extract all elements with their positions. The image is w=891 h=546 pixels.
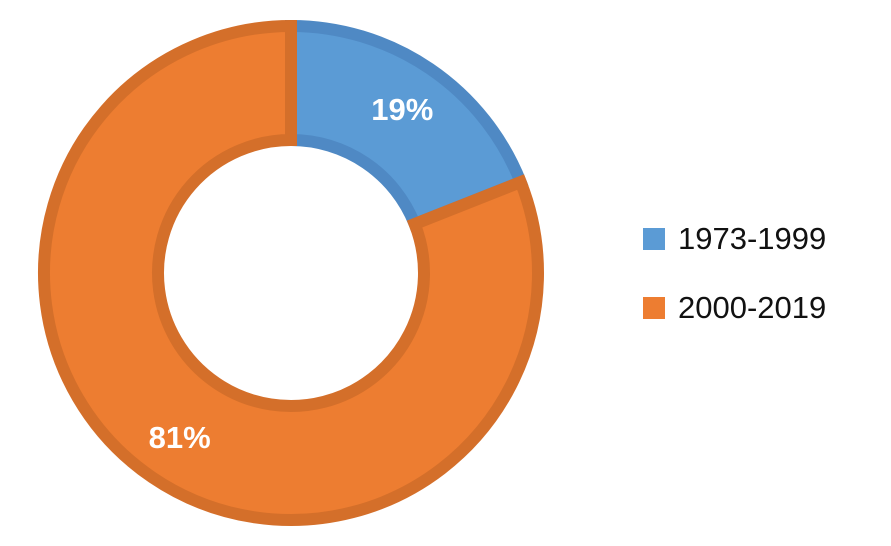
legend-label: 1973-1999 <box>678 221 827 256</box>
legend-swatch-blue <box>643 228 665 250</box>
data-label: 81% <box>149 420 211 455</box>
data-label: 19% <box>371 92 433 127</box>
donut-slice-2000-2019 <box>38 19 544 526</box>
legend-swatch-orange <box>643 297 665 319</box>
legend-item-1973-1999: 1973-1999 <box>643 221 827 256</box>
legend-item-2000-2019: 2000-2019 <box>643 290 827 325</box>
donut-slice-1973-1999 <box>285 19 529 232</box>
legend-label: 2000-2019 <box>678 290 827 325</box>
